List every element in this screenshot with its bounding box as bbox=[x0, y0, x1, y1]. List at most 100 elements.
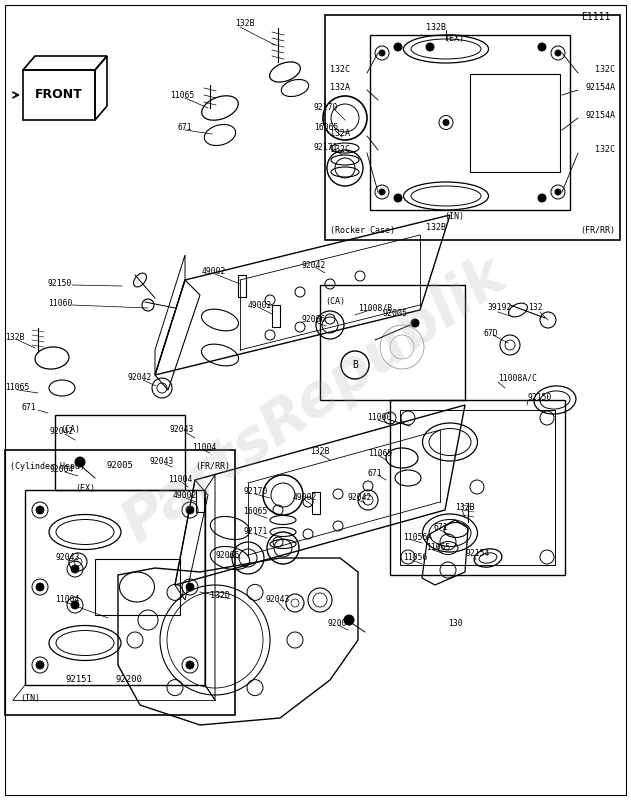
Text: 11065: 11065 bbox=[426, 543, 451, 553]
Text: 92170: 92170 bbox=[243, 487, 268, 497]
Circle shape bbox=[394, 194, 402, 202]
Bar bbox=[470, 74, 560, 171]
Text: 92150: 92150 bbox=[48, 278, 73, 287]
Text: 132C: 132C bbox=[330, 66, 350, 74]
Circle shape bbox=[379, 50, 385, 56]
Text: 67D: 67D bbox=[483, 329, 498, 338]
Bar bbox=[196, 490, 204, 512]
Bar bbox=[370, 35, 570, 210]
Text: (CA): (CA) bbox=[325, 297, 345, 306]
Circle shape bbox=[36, 583, 44, 591]
Text: 49002: 49002 bbox=[248, 301, 273, 310]
Text: 92042: 92042 bbox=[302, 261, 326, 270]
Text: 132D: 132D bbox=[210, 591, 230, 600]
Circle shape bbox=[555, 189, 561, 195]
Text: 132C: 132C bbox=[330, 146, 350, 154]
Text: 92043: 92043 bbox=[55, 554, 80, 562]
Bar bbox=[390, 400, 565, 575]
Text: 671: 671 bbox=[22, 403, 37, 413]
Text: 11065: 11065 bbox=[368, 449, 392, 458]
Circle shape bbox=[186, 583, 194, 591]
Text: 671: 671 bbox=[368, 469, 382, 478]
Text: (EX): (EX) bbox=[75, 483, 95, 493]
Text: (EX): (EX) bbox=[444, 34, 464, 43]
Circle shape bbox=[555, 50, 561, 56]
Text: 11008/B: 11008/B bbox=[358, 303, 392, 313]
Circle shape bbox=[186, 661, 194, 669]
Text: 11065: 11065 bbox=[170, 91, 194, 101]
Text: 132B: 132B bbox=[455, 503, 475, 513]
Text: (FR/RR): (FR/RR) bbox=[580, 226, 615, 235]
Bar bbox=[23, 70, 95, 120]
Text: 130: 130 bbox=[448, 618, 463, 627]
Text: 92004: 92004 bbox=[50, 466, 74, 474]
Text: 11056A: 11056A bbox=[403, 534, 432, 542]
Text: 92066: 92066 bbox=[302, 315, 326, 325]
Bar bbox=[400, 410, 555, 565]
Text: (Rocker Case): (Rocker Case) bbox=[330, 226, 395, 235]
Text: 92150: 92150 bbox=[528, 394, 552, 402]
Text: 11060: 11060 bbox=[367, 414, 391, 422]
Text: 92042: 92042 bbox=[348, 494, 372, 502]
Bar bbox=[55, 415, 185, 490]
Text: (FR/RR): (FR/RR) bbox=[195, 462, 230, 471]
Text: 92154A: 92154A bbox=[585, 110, 615, 119]
Text: 16065: 16065 bbox=[314, 123, 338, 133]
Circle shape bbox=[71, 565, 79, 573]
Circle shape bbox=[379, 189, 385, 195]
Text: 49002: 49002 bbox=[293, 494, 317, 502]
Text: 132B: 132B bbox=[426, 22, 446, 31]
Text: 132: 132 bbox=[528, 303, 543, 313]
Text: 132C: 132C bbox=[595, 66, 615, 74]
Text: (CA): (CA) bbox=[60, 425, 80, 434]
Circle shape bbox=[71, 601, 79, 609]
Text: PartsRepublik: PartsRepublik bbox=[112, 246, 518, 554]
Text: 92154: 92154 bbox=[466, 549, 490, 558]
Text: 11060: 11060 bbox=[48, 298, 73, 307]
Text: 132A: 132A bbox=[330, 129, 350, 138]
Text: 92043: 92043 bbox=[170, 426, 194, 434]
Text: 92151: 92151 bbox=[65, 675, 92, 685]
Bar bbox=[272, 305, 280, 327]
Text: 39192: 39192 bbox=[488, 303, 512, 313]
Text: E1111: E1111 bbox=[581, 12, 610, 22]
Circle shape bbox=[186, 506, 194, 514]
Circle shape bbox=[411, 319, 419, 327]
Text: 11004: 11004 bbox=[55, 595, 80, 605]
Bar bbox=[5, 450, 235, 715]
Text: 49002: 49002 bbox=[173, 490, 198, 499]
Bar bbox=[25, 490, 205, 685]
Text: 132B: 132B bbox=[426, 223, 446, 233]
Bar bbox=[325, 15, 620, 240]
Bar bbox=[238, 275, 246, 297]
Circle shape bbox=[344, 615, 354, 625]
Circle shape bbox=[394, 43, 402, 51]
Text: 11056: 11056 bbox=[403, 554, 427, 562]
Text: 11004: 11004 bbox=[168, 475, 192, 485]
Text: 11008A/C: 11008A/C bbox=[498, 374, 537, 382]
Text: 92171: 92171 bbox=[314, 143, 338, 153]
Text: 92171: 92171 bbox=[243, 527, 268, 537]
Text: B: B bbox=[352, 360, 358, 370]
Bar bbox=[312, 492, 320, 514]
Text: 11065: 11065 bbox=[5, 383, 30, 393]
Text: (IN): (IN) bbox=[444, 211, 464, 221]
Text: 671: 671 bbox=[178, 123, 192, 133]
Text: 92043: 92043 bbox=[265, 595, 290, 605]
Text: 16065: 16065 bbox=[243, 507, 268, 517]
Circle shape bbox=[538, 194, 546, 202]
Text: 92200: 92200 bbox=[115, 675, 142, 685]
Text: FRONT: FRONT bbox=[35, 89, 83, 102]
Text: 92170: 92170 bbox=[314, 103, 338, 113]
Bar bbox=[320, 285, 465, 400]
Circle shape bbox=[36, 661, 44, 669]
Circle shape bbox=[36, 506, 44, 514]
Text: 92042: 92042 bbox=[128, 374, 152, 382]
Text: 132B: 132B bbox=[235, 19, 254, 29]
Text: 92154A: 92154A bbox=[585, 82, 615, 91]
Text: 92066: 92066 bbox=[215, 550, 239, 559]
Text: 132C: 132C bbox=[595, 146, 615, 154]
Text: 92005: 92005 bbox=[382, 309, 408, 318]
Circle shape bbox=[443, 119, 449, 126]
Text: 92043: 92043 bbox=[150, 458, 174, 466]
